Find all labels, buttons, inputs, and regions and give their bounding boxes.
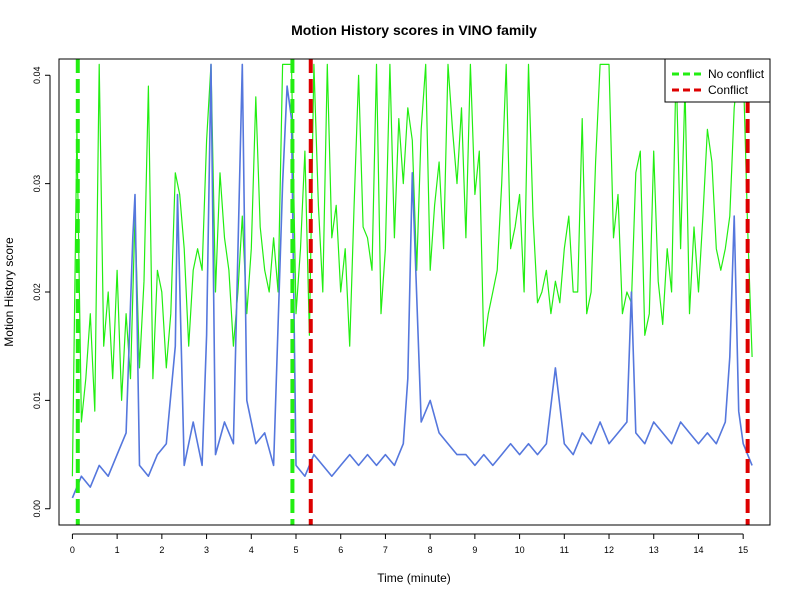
legend-no-conflict-label: No conflict [708,67,765,81]
y-tick-label: 0.02 [32,283,42,301]
x-tick-label: 3 [204,545,209,555]
x-axis: 0 1 2 3 4 5 6 7 8 9 10 11 12 13 14 15 [70,533,748,555]
x-tick-label: 1 [115,545,120,555]
series-line [71,63,753,499]
x-tick-label: 9 [472,545,477,555]
x-tick-label: 7 [383,545,388,555]
plot-frame [58,58,771,526]
x-tick-label: 13 [649,545,659,555]
legend: No conflict Conflict [664,58,771,103]
x-axis-label: Time (minute) [377,571,451,585]
x-tick-label: 0 [70,545,75,555]
y-tick-label: 0.03 [32,175,42,193]
chart-title: Motion History scores in VINO family [291,22,537,38]
x-tick-label: 2 [159,545,164,555]
y-tick-label: 0.04 [32,66,42,84]
x-tick-label: 6 [338,545,343,555]
y-tick-label: 0.00 [32,500,42,518]
y-tick-label: 0.01 [32,392,42,410]
x-tick-label: 15 [738,545,748,555]
vline-layer [75,59,750,525]
y-axis-label: Motion History score [2,237,16,347]
x-tick-label: 14 [693,545,703,555]
y-axis: 0.00 0.01 0.02 0.03 0.04 [32,66,51,518]
x-tick-label: 8 [428,545,433,555]
series-line [71,63,753,477]
plot-area [71,59,753,525]
x-tick-label: 12 [604,545,614,555]
x-tick-label: 11 [560,545,569,555]
legend-box [664,58,771,103]
legend-conflict-label: Conflict [708,83,749,97]
x-tick-label: 4 [249,545,254,555]
series-layer [71,63,753,499]
x-tick-label: 5 [293,545,298,555]
x-tick-label: 10 [515,545,525,555]
